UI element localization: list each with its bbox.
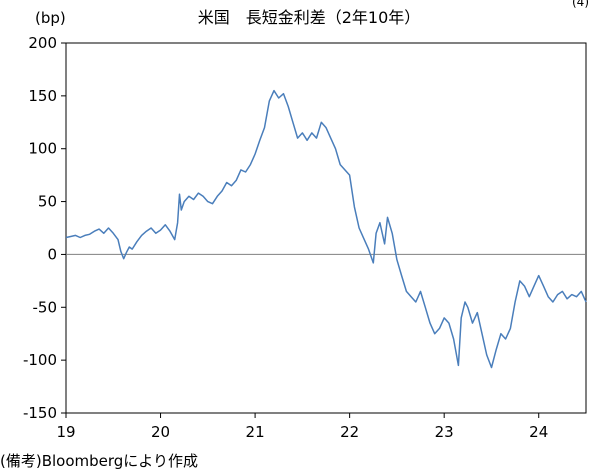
- y-tick-label: 100: [28, 140, 57, 158]
- chart-title: 米国 長短金利差（2年10年）: [198, 8, 421, 27]
- y-unit-label: (bp): [35, 9, 66, 27]
- y-tick-label: 200: [28, 34, 57, 52]
- y-tick-label: -50: [33, 298, 58, 316]
- y-axis: 200 150 100 50 0 -50 -100 -150: [23, 34, 66, 422]
- x-axis: 19 20 21 22 23 24: [56, 413, 548, 441]
- x-tick-label: 22: [340, 423, 359, 441]
- plot-frame: [65, 42, 587, 414]
- y-tick-label: 50: [38, 193, 57, 211]
- series-line: [65, 89, 587, 369]
- y-tick-label: 0: [47, 245, 57, 263]
- x-tick-label: 19: [56, 423, 75, 441]
- x-tick-label: 21: [246, 423, 265, 441]
- corner-mark: (4): [572, 0, 589, 9]
- x-tick-label: 24: [529, 423, 548, 441]
- x-tick-label: 23: [435, 423, 454, 441]
- x-tick-label: 20: [151, 423, 170, 441]
- y-tick-label: -150: [23, 404, 57, 422]
- y-tick-label: -100: [23, 351, 57, 369]
- y-tick-label: 150: [28, 87, 57, 105]
- source-note: (備考)Bloombergにより作成: [0, 452, 198, 470]
